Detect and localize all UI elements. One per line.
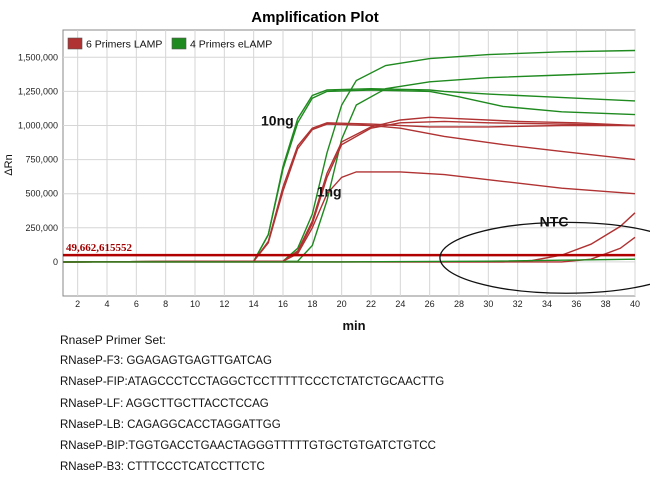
annotation-label: NTC — [540, 213, 569, 229]
primer-line: RNaseP-FIP:ATAGCCCTCCTAGGCTCCTTTTTCCCTCT… — [60, 376, 445, 389]
x-tick-label: 40 — [630, 299, 640, 309]
x-axis-label: min — [342, 318, 365, 330]
x-tick-label: 10 — [190, 299, 200, 309]
series-line — [62, 123, 636, 263]
legend-swatch — [67, 37, 83, 50]
y-tick-label: 750,000 — [25, 155, 58, 165]
x-tick-label: 18 — [307, 299, 317, 309]
legend: 6 Primers LAMP 4 Primers eLAMP — [67, 37, 272, 51]
y-tick-label: 1,250,000 — [18, 86, 58, 96]
series-line — [62, 122, 635, 263]
legend-label: 6 Primers LAMP — [86, 39, 162, 51]
annotation-layer: 10ng 1ng NTC — [261, 112, 650, 294]
x-tick-label: 8 — [163, 299, 168, 309]
series-line — [62, 71, 636, 263]
series-line — [62, 89, 636, 263]
series-line — [63, 258, 636, 263]
x-tick-label: 14 — [249, 299, 259, 309]
x-tick-label: 30 — [483, 299, 493, 309]
x-tick-label: 24 — [395, 299, 405, 309]
series-layer — [62, 49, 636, 263]
primer-line: RNaseP-BIP:TGGTGACCTGAACTAGGGTTTTTGTGCTG… — [60, 440, 436, 453]
x-tick-label: 28 — [454, 299, 464, 309]
amplification-chart: Amplification Plot 1,500,000 1,250,000 1,0… — [3, 9, 650, 330]
primer-line: RNaseP-LF: AGGCTTGCTTACCTCCAG — [60, 397, 269, 410]
primer-line: RNaseP-B3: CTTTCCCTCATCCTTCTC — [60, 461, 265, 474]
x-tick-label: 6 — [134, 299, 139, 309]
x-tick-label: 4 — [104, 299, 109, 309]
y-axis-label: ΔRn — [3, 154, 15, 175]
y-tick-label: 250,000 — [25, 223, 58, 233]
annotation-label: 1ng — [317, 183, 342, 199]
x-tick-label: 32 — [513, 299, 523, 309]
primer-line: RNaseP-F3: GGAGAGTGAGTTGATCAG — [60, 355, 272, 367]
threshold-layer: 49,662,615552 — [63, 242, 635, 257]
y-tick-label: 0 — [53, 257, 58, 267]
x-tick-label: 26 — [425, 299, 435, 309]
x-tick-label: 36 — [571, 299, 581, 309]
ntc-region-ellipse — [439, 221, 650, 294]
y-tick-label: 500,000 — [25, 189, 58, 199]
x-tick-label: 34 — [542, 299, 552, 309]
y-tick-label: 1,500,000 — [18, 52, 58, 62]
y-tick-label: 1,000,000 — [18, 120, 58, 130]
legend-swatch — [171, 37, 187, 50]
series-line — [62, 49, 636, 263]
primer-set-heading: RnaseP Primer Set: — [60, 333, 166, 347]
primer-set: RnaseP Primer Set: RNaseP-F3: GGAGAGTGAG… — [60, 333, 640, 482]
series-line — [62, 120, 636, 263]
x-tick-label: 22 — [366, 299, 376, 309]
threshold-label: 49,662,615552 — [66, 242, 133, 254]
annotation-label: 10ng — [261, 112, 294, 128]
x-tick-label: 12 — [219, 299, 229, 309]
primer-line: RNaseP-LB: CAGAGGCACCTAGGATTGG — [60, 418, 281, 431]
legend-label: 4 Primers eLAMP — [190, 39, 272, 51]
x-tick-label: 2 — [75, 299, 80, 309]
x-tick-label: 38 — [601, 299, 611, 309]
chart-title: Amplification Plot — [251, 9, 379, 26]
axis-ticks: 1,500,000 1,250,000 1,000,000 750,000 500,00… — [18, 52, 640, 309]
x-tick-label: 20 — [337, 299, 347, 309]
x-tick-label: 16 — [278, 299, 288, 309]
plot-area — [62, 29, 636, 297]
